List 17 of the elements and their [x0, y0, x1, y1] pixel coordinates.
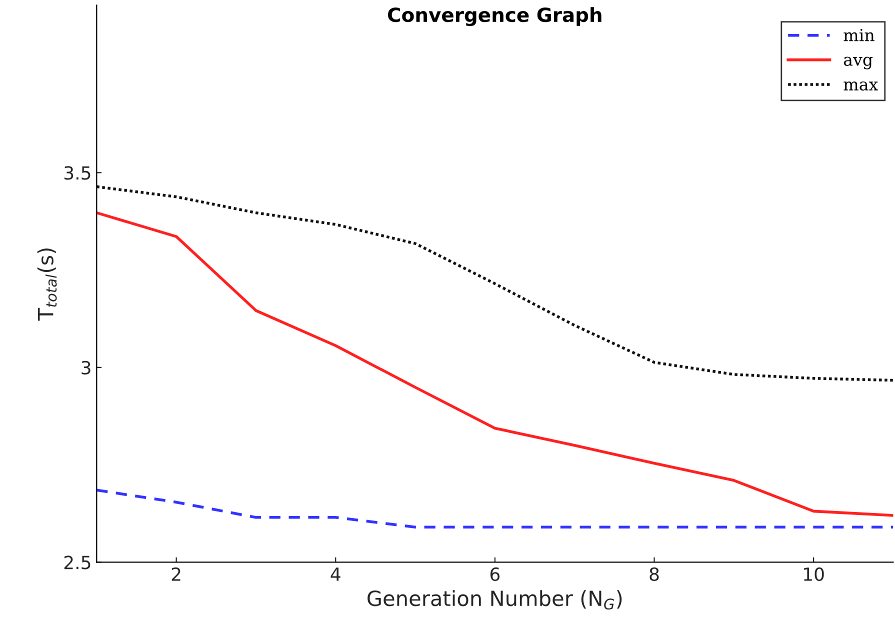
y-tick-label: 3.5 — [64, 166, 90, 180]
y-tick-label: 3 — [82, 360, 90, 375]
line-series — [96, 211, 894, 517]
x-tick-label: 4 — [330, 568, 340, 581]
legend-label: avg — [844, 56, 873, 70]
x-tick-label: 2 — [172, 567, 180, 581]
x-tick-label: 8 — [650, 567, 659, 582]
x-tick-label: 6 — [490, 567, 500, 582]
legend-label: min — [844, 28, 874, 42]
line-series — [96, 185, 894, 382]
line-series — [96, 488, 894, 529]
y-tick-label: 2.5 — [64, 556, 90, 570]
x-tick-label: 10 — [804, 567, 824, 582]
chart-title: Convergence Graph — [388, 7, 602, 26]
x-axis-title: Generation Number (N$_{G}$) — [368, 590, 622, 610]
legend-label: max — [844, 81, 878, 91]
y-axis-title: T$_{total}$(s) — [37, 248, 57, 321]
